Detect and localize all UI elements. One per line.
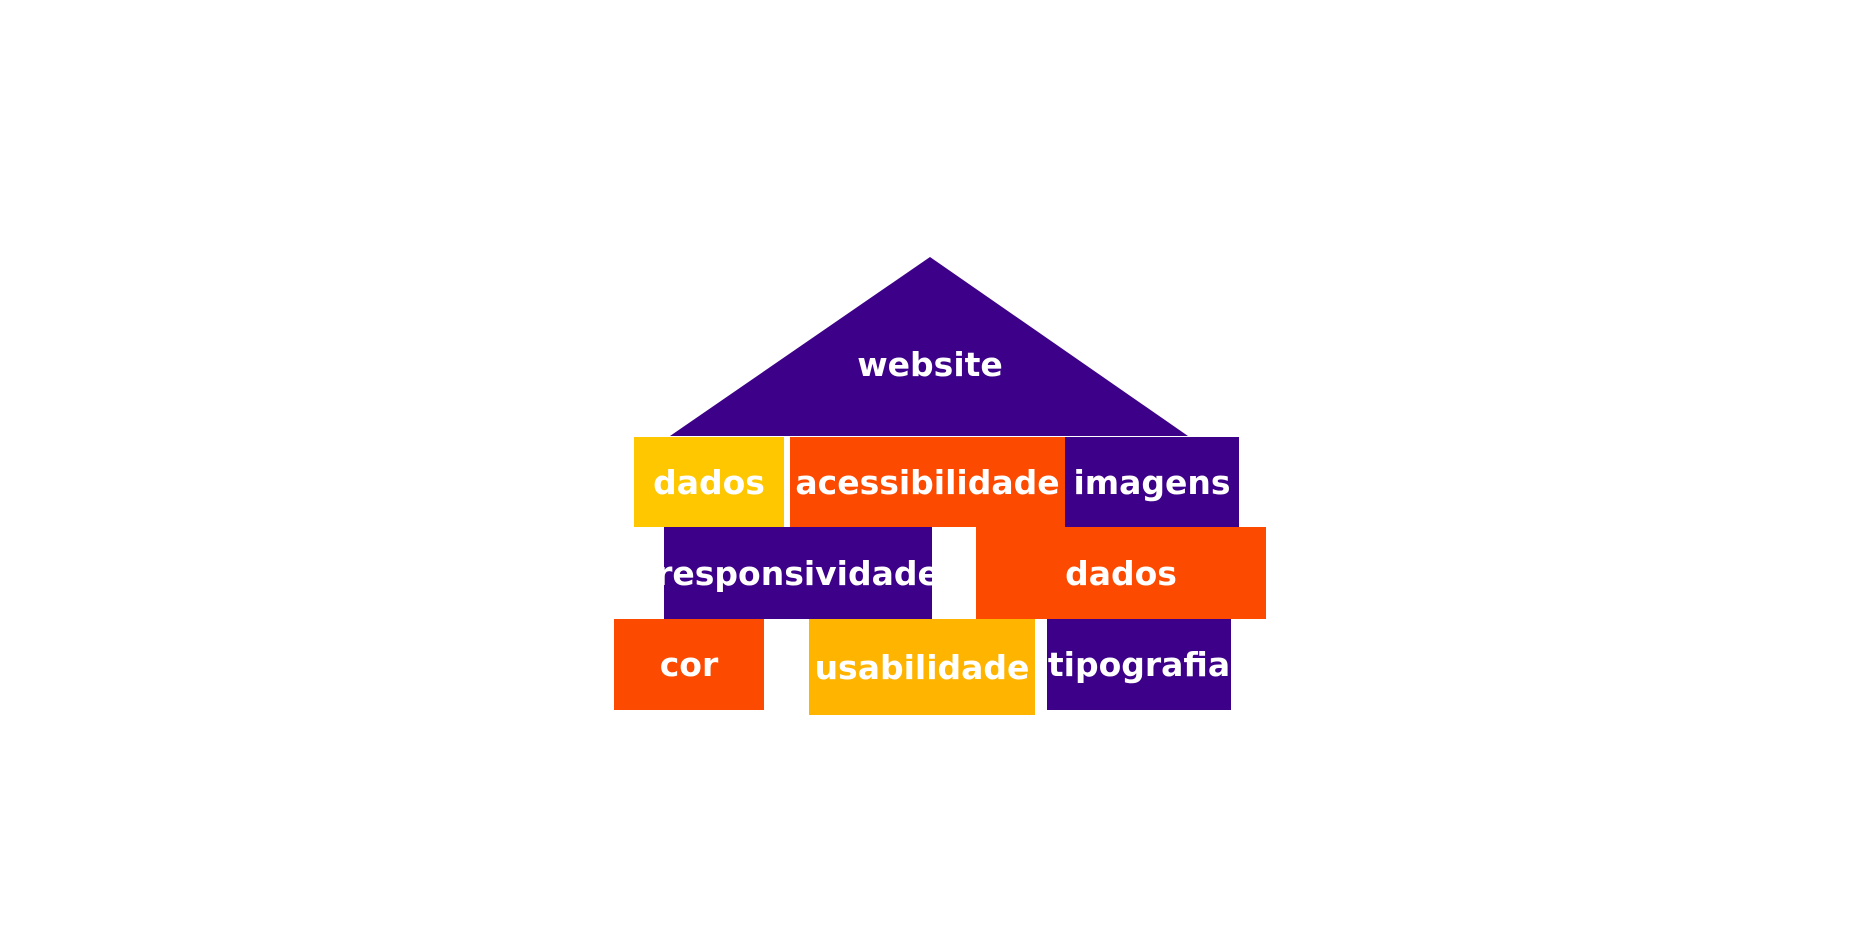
block-usabilidade: usabilidade: [809, 619, 1035, 715]
block-responsividade: responsividade: [656, 527, 940, 619]
block-cor: cor: [614, 619, 764, 710]
block-dados-middle: dados: [976, 527, 1266, 619]
block-label: cor: [659, 645, 719, 684]
roof-triangle: [670, 257, 1188, 436]
block-label: imagens: [1073, 462, 1231, 502]
block-dados-top: dados: [634, 437, 784, 527]
roof-label: website: [857, 345, 1003, 384]
block-label: tipografia: [1047, 645, 1231, 684]
block-label: dados: [1065, 553, 1177, 593]
block-imagens: imagens: [1065, 437, 1239, 527]
block-label: dados: [653, 462, 765, 502]
block-tipografia: tipografia: [1047, 619, 1231, 710]
block-acessibilidade: acessibilidade: [790, 437, 1065, 527]
block-label: responsividade: [656, 553, 940, 593]
block-label: usabilidade: [814, 647, 1030, 687]
block-label: acessibilidade: [795, 462, 1060, 502]
